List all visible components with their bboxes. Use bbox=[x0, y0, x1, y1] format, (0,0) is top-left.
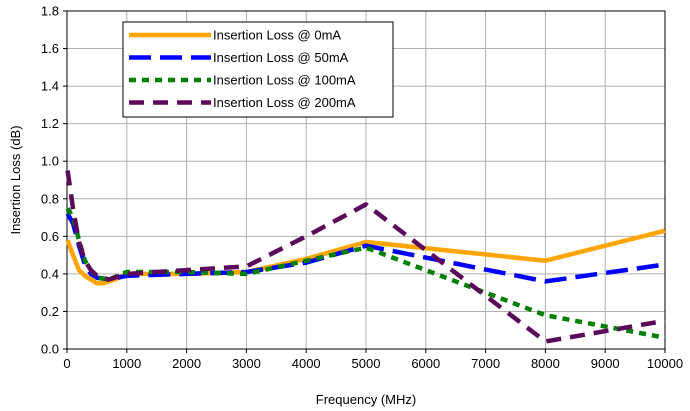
series-line-3 bbox=[65, 170, 666, 344]
x-tick-label: 1000 bbox=[112, 356, 141, 371]
legend-label: Insertion Loss @ 0mA bbox=[213, 28, 341, 43]
x-tick-label: 9000 bbox=[591, 356, 620, 371]
y-tick-label: 0.0 bbox=[41, 342, 59, 357]
x-tick-label: 4000 bbox=[292, 356, 321, 371]
legend-label: Insertion Loss @ 100mA bbox=[213, 73, 356, 88]
y-axis: 0.0 0.2 0.4 0.6 0.8 1.0 1.2 1.4 1.6 1.8 bbox=[41, 4, 67, 357]
x-tick-label: 0 bbox=[63, 356, 70, 371]
legend-label: Insertion Loss @ 200mA bbox=[213, 95, 356, 110]
legend-label: Insertion Loss @ 50mA bbox=[213, 50, 349, 65]
x-tick-label: 7000 bbox=[471, 356, 500, 371]
x-tick-label: 2000 bbox=[172, 356, 201, 371]
x-tick-label: 3000 bbox=[232, 356, 261, 371]
x-tick-label: 8000 bbox=[531, 356, 560, 371]
y-tick-label: 1.0 bbox=[41, 154, 59, 169]
y-tick-label: 1.2 bbox=[41, 116, 59, 131]
series-layer bbox=[65, 170, 666, 344]
y-tick-label: 1.6 bbox=[41, 41, 59, 56]
series-line-2 bbox=[65, 207, 666, 340]
y-tick-label: 0.8 bbox=[41, 191, 59, 206]
legend: Insertion Loss @ 0mA Insertion Loss @ 50m… bbox=[122, 21, 394, 118]
x-tick-label: 6000 bbox=[411, 356, 440, 371]
x-tick-label: 5000 bbox=[352, 356, 381, 371]
y-tick-label: 0.2 bbox=[41, 304, 59, 319]
x-tick-label: 10000 bbox=[647, 356, 683, 371]
x-axis: 0 1000 2000 3000 4000 5000 6000 7000 8000 9000 100… bbox=[63, 349, 683, 371]
y-tick-label: 1.4 bbox=[41, 79, 59, 94]
y-tick-label: 0.4 bbox=[41, 266, 59, 281]
y-tick-label: 1.8 bbox=[41, 4, 59, 19]
x-axis-label: Frequency (MHz) bbox=[316, 392, 416, 407]
y-tick-label: 0.6 bbox=[41, 229, 59, 244]
y-axis-label: Insertion Loss (dB) bbox=[8, 125, 23, 234]
